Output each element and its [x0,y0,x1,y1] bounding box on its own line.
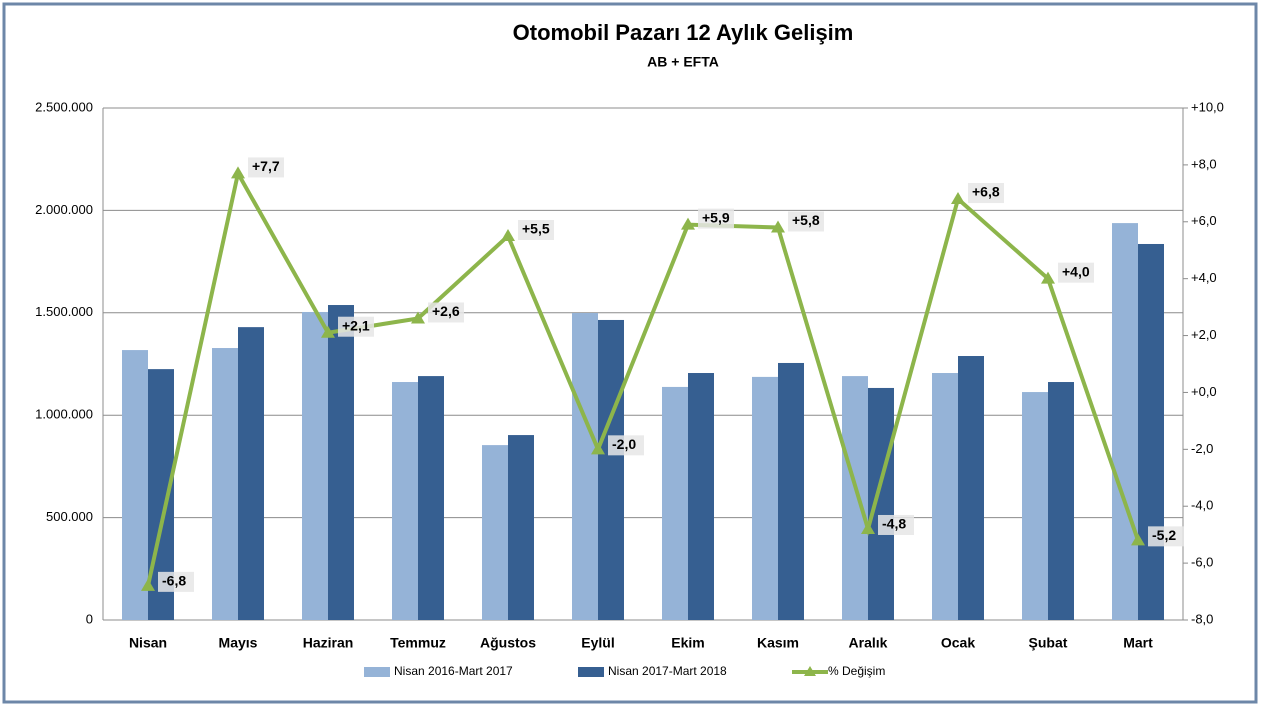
bar [958,356,984,620]
y-tick-label: 0 [86,611,93,626]
x-tick-label: Mayıs [219,635,258,651]
line-marker [771,220,785,233]
bar [1022,392,1048,620]
line-marker [141,578,155,591]
legend-label: Nisan 2017-Mart 2018 [608,664,727,678]
data-label-bg [518,220,554,240]
y-tick-label: 2.500.000 [35,99,93,114]
bar [868,387,894,620]
bar [392,382,418,620]
line-marker [321,325,335,338]
data-label-bg [338,316,374,337]
x-tick-label: Ekim [671,635,704,651]
bar [238,327,264,620]
data-label: +4,0 [1062,263,1090,279]
x-tick-label: Haziran [303,635,354,651]
bar [302,311,328,620]
bar [1048,382,1074,620]
y2-tick-label: -8,0 [1191,611,1213,626]
y2-tick-label: -4,0 [1191,498,1213,513]
line [146,167,1140,587]
data-label: -6,8 [162,573,186,589]
line-marker [951,192,965,205]
y-tick-label: 1.500.000 [35,304,93,319]
bar [482,445,508,620]
bar [1138,243,1164,621]
chart-title: Otomobil Pazarı 12 Aylık Gelişim [513,20,854,45]
legend-label: % Değişim [828,664,885,678]
bar [778,362,804,620]
data-label: -5,2 [1152,527,1176,543]
line-marker [681,217,695,230]
x-tick-label: Temmuz [390,635,446,651]
legend-marker [804,666,816,676]
data-label-bg [878,514,914,535]
x-tick-label: Mart [1123,635,1153,651]
legend-swatch [364,667,390,677]
data-label-bg [428,302,464,323]
bar [418,376,444,620]
bar [842,376,868,620]
data-label-bg [158,571,194,592]
data-label: +2,1 [342,317,370,333]
data-label-bg [968,183,1004,204]
legend-swatch [578,667,604,677]
y2-tick-label: -6,0 [1191,555,1213,570]
data-label-bg [608,435,644,456]
bar [1112,223,1138,620]
x-tick-label: Kasım [757,635,799,651]
bar [688,373,714,620]
bar [508,435,534,620]
y2-tick-label: +6,0 [1191,213,1217,228]
bar [212,348,238,620]
bar [572,313,598,620]
data-label-bg [698,208,734,229]
y-tick-label: 1.000.000 [35,407,93,422]
bar [328,305,354,620]
data-label: +5,8 [792,212,820,228]
x-tick-label: Şubat [1029,635,1068,651]
data-label: +5,5 [522,221,550,237]
x-tick-label: Ocak [941,635,975,651]
y2-tick-label: +8,0 [1191,156,1217,171]
data-label: +5,9 [702,209,730,225]
x-tick-label: Eylül [581,635,614,651]
data-label: -2,0 [612,436,636,452]
line-marker [1041,271,1055,284]
y-tick-label: 500.000 [46,509,93,524]
data-label: +7,7 [252,158,280,174]
data-label: -4,8 [882,516,906,532]
legend-label: Nisan 2016-Mart 2017 [394,664,513,678]
line-marker [411,311,425,324]
x-tick-label: Ağustos [480,635,536,651]
bar [932,373,958,620]
y2-tick-label: +0,0 [1191,384,1217,399]
data-label-bg [248,157,284,178]
line-marker [861,521,875,534]
data-label: +6,8 [972,184,1000,200]
line-marker [231,166,245,179]
bar [122,350,148,620]
line-marker [1131,533,1145,546]
data-label-bg [1058,262,1094,283]
y2-tick-label: +10,0 [1191,99,1224,114]
y2-tick-label: +4,0 [1191,270,1217,285]
bar [598,319,624,620]
data-label-bg [1148,526,1184,547]
x-tick-label: Aralık [849,635,888,651]
chart-subtitle: AB + EFTA [647,54,719,70]
data-label: +2,6 [432,303,460,319]
data-label-bg [788,211,824,232]
bar [662,386,688,620]
line-marker [501,229,515,241]
y2-tick-label: -2,0 [1191,441,1213,456]
y-tick-label: 2.000.000 [35,202,93,217]
line-marker [591,442,605,455]
y2-tick-label: +2,0 [1191,327,1217,342]
bar [752,376,778,620]
x-tick-label: Nisan [129,635,167,651]
